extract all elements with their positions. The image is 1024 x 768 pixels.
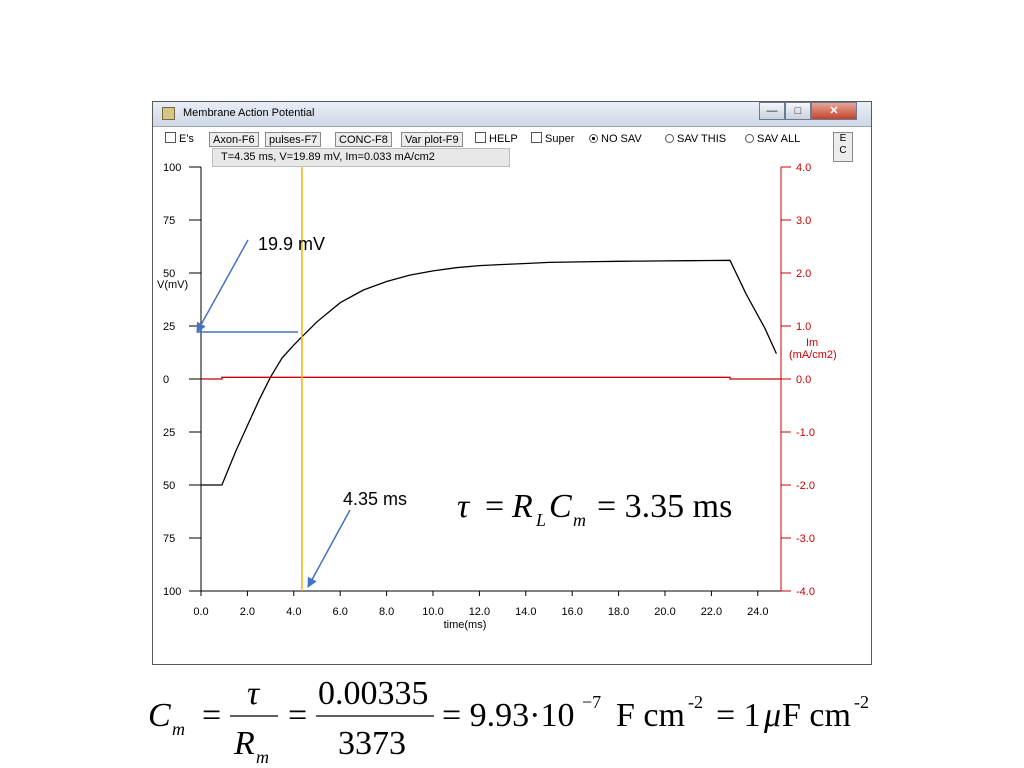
radio-icon	[665, 134, 674, 143]
right-tick-label: 0.0	[796, 374, 811, 386]
right-tick-label: 2.0	[796, 268, 811, 280]
help-checkbox[interactable]: HELP	[475, 132, 518, 147]
left-tick-label: 75	[163, 215, 175, 227]
x-tick-label: 10.0	[422, 606, 443, 618]
svg-text:τ: τ	[247, 675, 261, 712]
x-tick-label: 12.0	[469, 606, 490, 618]
svg-text:-2: -2	[688, 692, 703, 712]
right-tick-label: 4.0	[796, 162, 811, 174]
window-title: Membrane Action Potential	[183, 107, 315, 119]
capacitance-equation: C m = τ R m = 0.00335 3373 = 9.93·10 −7 …	[148, 675, 869, 767]
svg-text:F cm: F cm	[782, 697, 851, 734]
close-button[interactable]: ✕	[811, 102, 857, 120]
x-tick-label: 2.0	[240, 606, 255, 618]
app-window: 100 75 50 25 0 25 50 75 100 4.0 3.0 2.0 1.0 0.0 -1.0 -2…	[152, 101, 872, 665]
super-label: Super	[545, 133, 575, 145]
left-tick-label: 100	[163, 162, 181, 174]
x-tick-label: 6.0	[333, 606, 348, 618]
ec-button[interactable]: E C	[833, 132, 853, 162]
title-bar[interactable]: Membrane Action Potential — □ ✕	[153, 102, 871, 127]
x-tick-label: 18.0	[608, 606, 629, 618]
svg-text:R: R	[233, 725, 255, 762]
left-tick-label: 75	[163, 533, 175, 545]
radio-icon	[745, 134, 754, 143]
right-tick-label: -2.0	[796, 480, 815, 492]
es-checkbox[interactable]: E's	[165, 132, 194, 147]
svg-text:=: =	[202, 697, 221, 734]
right-tick-label: -4.0	[796, 586, 815, 598]
super-checkbox[interactable]: Super	[531, 132, 574, 147]
svg-text:m: m	[256, 747, 269, 767]
sav-all-label: SAV ALL	[757, 133, 801, 145]
right-tick-label: -3.0	[796, 533, 815, 545]
x-tick-label: 14.0	[515, 606, 536, 618]
cursor-readout: T=4.35 ms, V=19.89 mV, Im=0.033 mA/cm2	[212, 148, 510, 167]
help-label: HELP	[489, 133, 518, 145]
checkbox-icon	[531, 132, 542, 143]
x-tick-label: 20.0	[654, 606, 675, 618]
left-tick-label: 25	[163, 321, 175, 333]
current-trace	[201, 376, 781, 380]
maximize-button[interactable]: □	[785, 102, 811, 120]
left-tick-label: 0	[163, 374, 169, 386]
es-label: E's	[179, 133, 194, 145]
left-tick-label: 50	[163, 268, 175, 280]
svg-text:0.00335: 0.00335	[318, 675, 429, 712]
checkbox-icon	[165, 132, 176, 143]
no-sav-label: NO SAV	[601, 133, 642, 145]
minimize-button[interactable]: —	[759, 102, 785, 120]
x-tick-label: 4.0	[286, 606, 301, 618]
svg-text:m: m	[172, 719, 185, 739]
varplot-button[interactable]: Var plot-F9	[401, 132, 463, 147]
svg-text:−7: −7	[582, 692, 601, 712]
toolbar: E's Axon-F6 pulses-F7 CONC-F8 Var plot-F…	[153, 128, 871, 148]
svg-text:C: C	[148, 697, 171, 734]
right-axis-label: Im	[806, 337, 818, 349]
svg-text:F cm: F cm	[616, 697, 685, 734]
x-tick-label: 22.0	[701, 606, 722, 618]
right-tick-label: -1.0	[796, 427, 815, 439]
x-tick-label: 16.0	[561, 606, 582, 618]
sav-all-radio[interactable]: SAV ALL	[745, 132, 800, 147]
voltage-trace	[201, 259, 777, 486]
right-tick-label: 1.0	[796, 321, 811, 333]
svg-text:3373: 3373	[338, 725, 406, 762]
left-axis-label: V(mV)	[157, 279, 188, 291]
x-axis-label: time(ms)	[444, 619, 487, 631]
svg-text:-2: -2	[854, 692, 869, 712]
no-sav-radio[interactable]: NO SAV	[589, 132, 642, 147]
radio-selected-icon	[589, 134, 598, 143]
pulses-button[interactable]: pulses-F7	[265, 132, 322, 147]
x-tick-label: 8.0	[379, 606, 394, 618]
right-axis-label: (mA/cm2)	[789, 349, 837, 361]
sav-this-radio[interactable]: SAV THIS	[665, 132, 726, 147]
left-tick-label: 50	[163, 480, 175, 492]
conc-button[interactable]: CONC-F8	[335, 132, 392, 147]
axon-button[interactable]: Axon-F6	[209, 132, 259, 147]
svg-text:= 1: = 1	[716, 697, 761, 734]
java-app-icon	[162, 107, 175, 120]
svg-text:μ: μ	[763, 697, 781, 734]
checkbox-icon	[475, 132, 486, 143]
x-tick-label: 0.0	[193, 606, 208, 618]
svg-text:= 9.93·10: = 9.93·10	[442, 697, 575, 734]
right-tick-label: 3.0	[796, 215, 811, 227]
x-tick-label: 24.0	[747, 606, 768, 618]
left-tick-label: 25	[163, 427, 175, 439]
svg-text:=: =	[288, 697, 307, 734]
chart: 100 75 50 25 0 25 50 75 100 4.0 3.0 2.0 1.0 0.0 -1.0 -2…	[157, 162, 837, 631]
sav-this-label: SAV THIS	[677, 133, 727, 145]
left-tick-label: 100	[163, 586, 181, 598]
